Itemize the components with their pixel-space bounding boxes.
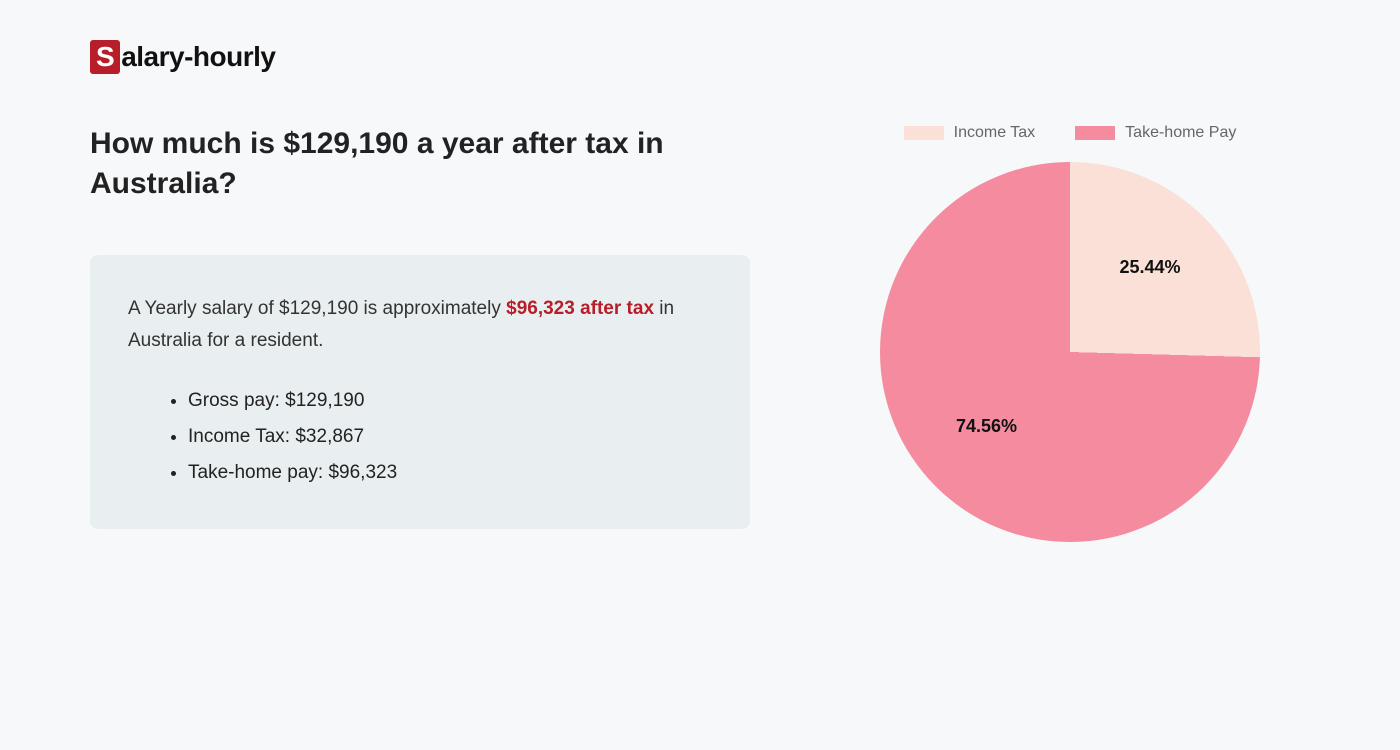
list-item: Income Tax: $32,867 xyxy=(188,419,712,455)
page-title: How much is $129,190 a year after tax in… xyxy=(90,124,750,205)
chart-legend: Income Tax Take-home Pay xyxy=(904,124,1237,142)
list-item: Take-home pay: $96,323 xyxy=(188,455,712,491)
pie-label-income-tax: 25.44% xyxy=(1119,257,1180,278)
legend-item-income-tax: Income Tax xyxy=(904,124,1036,142)
legend-swatch xyxy=(1075,126,1115,140)
list-item: Gross pay: $129,190 xyxy=(188,383,712,419)
chart-column: Income Tax Take-home Pay 25.44% 74.56% xyxy=(830,124,1310,542)
logo-initial: S xyxy=(90,40,120,74)
pie-disc xyxy=(880,162,1260,542)
legend-label: Take-home Pay xyxy=(1125,124,1236,142)
summary-highlight: $96,323 after tax xyxy=(506,298,654,319)
breakdown-list: Gross pay: $129,190 Income Tax: $32,867 … xyxy=(128,383,712,491)
legend-label: Income Tax xyxy=(954,124,1036,142)
text-column: How much is $129,190 a year after tax in… xyxy=(90,124,750,542)
summary-text: A Yearly salary of $129,190 is approxima… xyxy=(128,293,712,358)
summary-prefix: A Yearly salary of $129,190 is approxima… xyxy=(128,298,506,319)
legend-item-take-home: Take-home Pay xyxy=(1075,124,1236,142)
pie-label-take-home: 74.56% xyxy=(956,416,1017,437)
legend-swatch xyxy=(904,126,944,140)
pie-chart: 25.44% 74.56% xyxy=(880,162,1260,542)
site-logo: Salary-hourly xyxy=(90,40,1310,74)
logo-rest: alary-hourly xyxy=(121,41,275,73)
summary-box: A Yearly salary of $129,190 is approxima… xyxy=(90,255,750,530)
